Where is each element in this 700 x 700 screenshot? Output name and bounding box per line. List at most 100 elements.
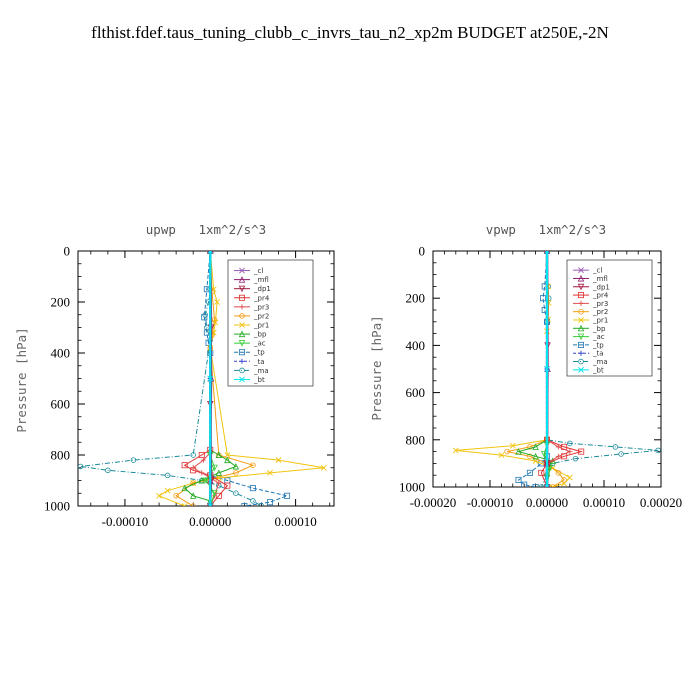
series-point-pr3 <box>199 470 205 476</box>
series-point-pr4 <box>578 448 585 455</box>
series-point-pr2 <box>233 470 239 476</box>
series-point-ma <box>130 457 137 463</box>
legend-marker-mfl <box>577 274 585 282</box>
series-point-bt <box>207 503 214 506</box>
series-point-bp <box>189 492 197 499</box>
series-point-tp <box>540 295 547 302</box>
legend-label-ac: _ac <box>592 333 605 341</box>
series-point-pr2 <box>527 444 533 450</box>
series-point-pr3 <box>190 465 196 471</box>
x-tick-label: 0.00010 <box>583 495 625 510</box>
legend-label-bp: _bp <box>253 331 267 339</box>
series-point-ma <box>233 490 239 496</box>
y-tick-label: 1000 <box>399 480 425 495</box>
series-group <box>78 251 327 506</box>
legend-label-mfl: _mfl <box>253 276 269 284</box>
legend-marker-pr2 <box>578 308 584 315</box>
x-tick-label: 0.00010 <box>274 514 316 529</box>
series-point-ma <box>105 467 111 474</box>
y-tick-label: 400 <box>51 346 71 361</box>
series-point-pr3 <box>555 444 561 450</box>
y-tick-label: 800 <box>406 432 426 447</box>
series-point-pr3 <box>555 453 561 459</box>
series-point-ma <box>250 498 256 504</box>
y-ticks-upwp: 0 200 400 600 800 1000 <box>44 244 334 514</box>
legend-label-pr1: _pr1 <box>253 322 269 330</box>
series-point-ma <box>190 452 196 458</box>
legend-label-pr3: _pr3 <box>592 300 608 308</box>
legend-marker-pr4 <box>578 292 585 299</box>
legend-label-pr4: _pr4 <box>592 292 609 300</box>
series-point-bp <box>215 469 223 476</box>
legend-label-pr4: _pr4 <box>253 294 270 302</box>
series-point-pr3 <box>200 457 207 463</box>
series-point-pr1 <box>566 474 573 481</box>
series-point-pr3 <box>216 480 222 486</box>
legend-marker-pr2 <box>239 313 245 319</box>
legend-marker-pr1 <box>578 317 584 323</box>
series-point-bp <box>532 452 539 460</box>
series-point-pr2 <box>211 317 218 323</box>
legend-label-ac: _ac <box>253 340 266 348</box>
x-tick-label: 0.00020 <box>640 495 682 510</box>
legend-marker-pr3 <box>578 300 584 306</box>
series-point-tp <box>266 499 273 506</box>
legend-marker-pr3 <box>239 304 245 310</box>
legend-label-bt: _bt <box>253 376 265 384</box>
legend-marker-tp <box>238 349 245 356</box>
series-point-tp <box>284 492 291 499</box>
y-tick-label: 1000 <box>44 499 70 514</box>
series-point-tp <box>201 314 208 321</box>
series-point-tp <box>249 485 256 492</box>
series-point-ac <box>211 490 218 497</box>
x-tick-label: -0.00020 <box>410 495 457 510</box>
series-point-pr1 <box>452 447 459 454</box>
series-point-tp <box>521 481 528 487</box>
x-tick-label: 0.00000 <box>526 495 568 510</box>
series-line-bp <box>183 251 237 506</box>
legend-box <box>227 259 314 387</box>
legend-label-pr2: _pr2 <box>592 308 608 316</box>
legend-marker-pr1 <box>239 322 245 328</box>
legend-label-dp1: _dp1 <box>253 285 271 293</box>
x-tick-label: -0.00010 <box>102 514 149 529</box>
y-tick-label: 200 <box>51 295 71 310</box>
legend-label-tp: _tp <box>592 341 604 349</box>
series-point-pr1 <box>498 452 505 459</box>
y-axis-label-upwp: Pressure [hPa] <box>14 327 29 432</box>
legend-marker-ta <box>239 358 245 364</box>
y-ticks-vpwp: 0 200 400 600 800 1000 <box>399 244 661 495</box>
series-point-pr2 <box>555 470 562 476</box>
series-point-pr2 <box>561 477 567 483</box>
series-point-ac <box>540 450 548 458</box>
series-point-pr2 <box>190 503 196 506</box>
legend-marker-bp <box>577 324 585 332</box>
series-point-pr1 <box>164 487 171 494</box>
legend-marker-pr4 <box>238 294 245 301</box>
series-point-tp <box>526 469 533 476</box>
series-point-pr4 <box>181 462 188 469</box>
legend-marker-ac <box>577 333 585 341</box>
series-point-pr1 <box>181 503 188 506</box>
series-point-pr2 <box>250 462 256 468</box>
legend-marker-bt <box>239 376 245 383</box>
series-point-ma <box>618 451 624 457</box>
plot-frame <box>77 250 335 507</box>
series-point-pr1 <box>275 457 282 464</box>
legend-marker-mfl <box>238 276 246 283</box>
series-point-ac <box>202 477 210 484</box>
legend-label-pr3: _pr3 <box>253 303 269 311</box>
legend-label-cl: _cl <box>592 267 602 275</box>
series-point-ac <box>211 464 218 472</box>
series-point-ac <box>546 465 554 472</box>
series-line-pr1 <box>455 251 571 487</box>
series-line-ma <box>80 251 262 506</box>
series-point-pr4 <box>224 482 231 489</box>
series-point-ma <box>164 472 171 479</box>
series-point-pr3 <box>567 449 573 455</box>
y-axis-label-vpwp: Pressure [hPa] <box>369 315 384 420</box>
y-tick-label: 600 <box>406 385 426 400</box>
legend-label-dp1: _dp1 <box>592 283 610 291</box>
legend-vpwp: _cl_mfl_dp1_pr4_pr3_pr2_pr1_bp_ac_tp_ta_… <box>566 259 653 377</box>
series-point-bt <box>544 366 550 372</box>
